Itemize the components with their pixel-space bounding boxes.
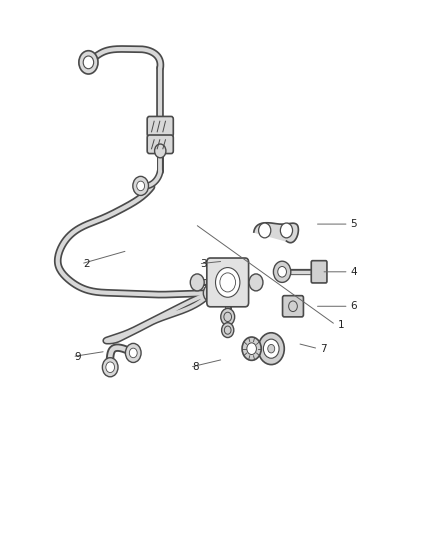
Circle shape [249,274,263,291]
Circle shape [137,181,145,191]
Text: 3: 3 [201,259,207,269]
Circle shape [247,343,256,354]
FancyBboxPatch shape [207,258,249,307]
FancyBboxPatch shape [311,261,327,283]
Circle shape [268,344,275,353]
Polygon shape [254,223,298,243]
Circle shape [133,176,148,196]
Circle shape [222,322,234,337]
Circle shape [278,266,286,277]
FancyBboxPatch shape [283,296,304,317]
Circle shape [102,358,118,377]
Circle shape [242,337,261,360]
Text: 5: 5 [350,219,357,229]
Circle shape [258,333,284,365]
Text: 8: 8 [192,362,198,372]
Circle shape [258,223,271,238]
FancyBboxPatch shape [147,116,173,136]
Circle shape [263,339,279,358]
Circle shape [190,274,204,291]
Circle shape [79,51,98,74]
FancyBboxPatch shape [147,135,173,154]
Circle shape [203,285,217,302]
Text: 6: 6 [350,301,357,311]
Circle shape [280,223,293,238]
Circle shape [83,56,94,69]
Text: 1: 1 [338,320,344,330]
Circle shape [129,348,137,358]
Circle shape [221,309,235,325]
Circle shape [125,343,141,362]
Circle shape [215,268,240,297]
Circle shape [207,289,214,297]
Text: 9: 9 [74,352,81,361]
Circle shape [106,362,115,373]
Circle shape [155,144,166,158]
Text: 7: 7 [320,344,327,354]
Circle shape [273,261,291,282]
Text: 4: 4 [350,267,357,277]
Text: 2: 2 [83,259,89,269]
